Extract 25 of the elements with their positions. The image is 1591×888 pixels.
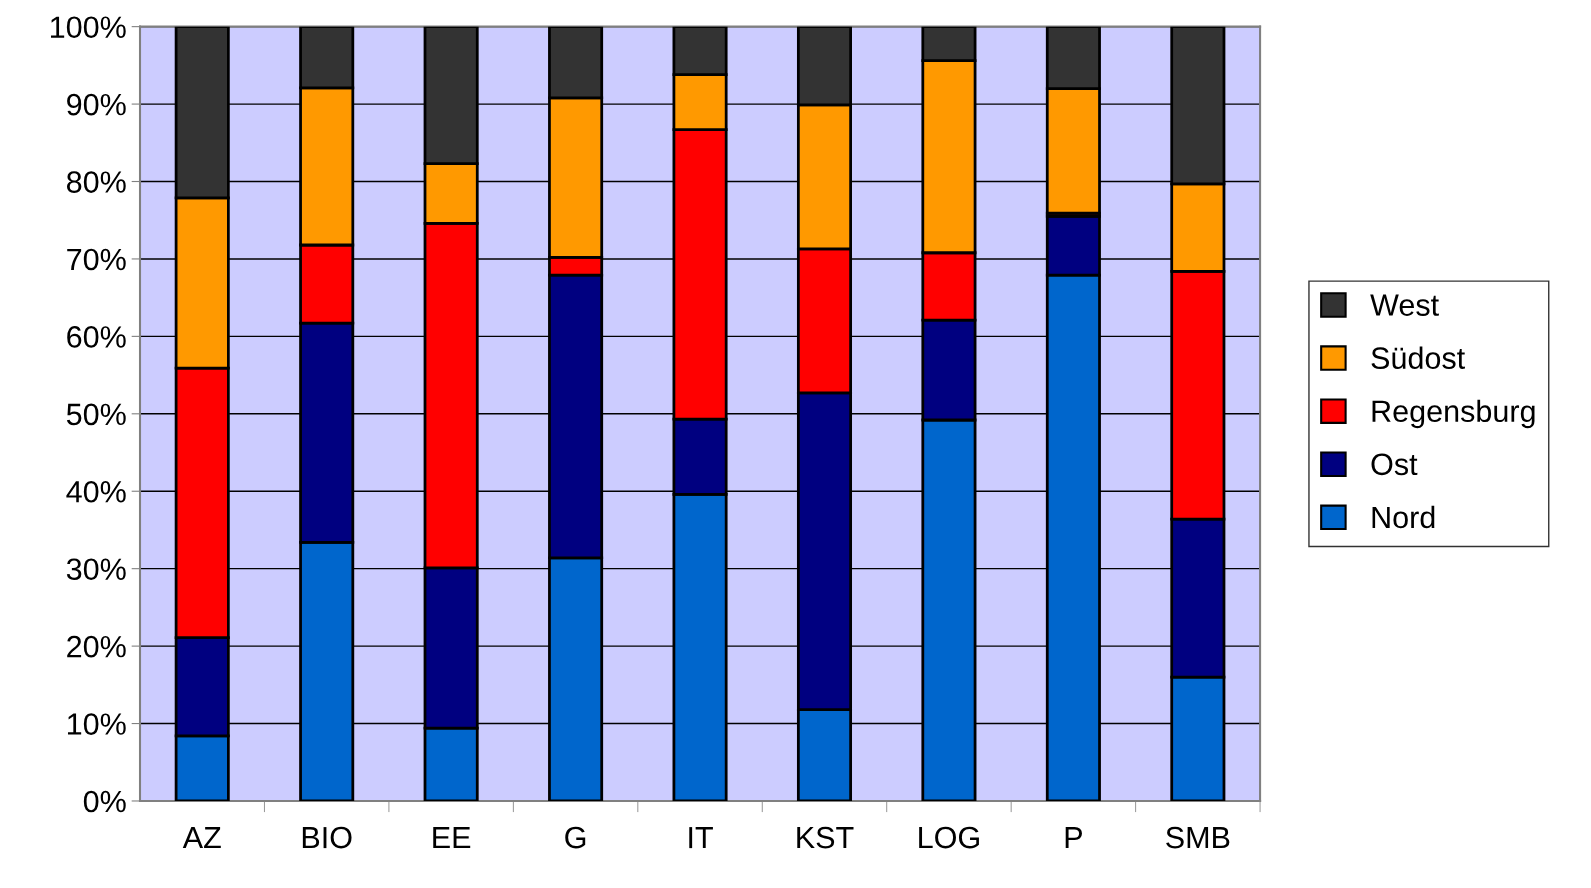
legend-label: Nord xyxy=(1372,505,1435,529)
x-tick-label: EE xyxy=(433,827,471,849)
y-tick-label: 30% xyxy=(66,558,126,581)
y-tick-label: 70% xyxy=(67,248,126,271)
x-tick-label: AZ xyxy=(182,827,221,849)
y-tick-label: 10% xyxy=(67,713,126,735)
y-tick-label: 40% xyxy=(66,480,126,503)
y-tick-label: 90% xyxy=(67,93,126,116)
x-tick-label: KST xyxy=(797,826,854,849)
x-tick-label: SMB xyxy=(1166,826,1230,849)
x-tick-label: BIO xyxy=(302,826,352,849)
y-tick-label: 0% xyxy=(83,790,126,813)
y-tick-label: 100% xyxy=(51,16,126,39)
x-tick-label: G xyxy=(565,826,586,849)
x-tick-label: LOG xyxy=(919,826,979,849)
legend-label: Südost xyxy=(1371,346,1465,369)
legend-label: West xyxy=(1370,294,1439,316)
y-tick-label: 80% xyxy=(66,171,126,193)
y-tick-label: 60% xyxy=(67,326,126,348)
y-tick-label: 20% xyxy=(67,635,126,658)
legend-label: Regensburg xyxy=(1372,399,1535,429)
x-tick-label: P xyxy=(1065,827,1082,849)
legend-label: Ost xyxy=(1371,453,1418,476)
x-tick-label: IT xyxy=(689,827,713,849)
y-tick-label: 50% xyxy=(66,403,126,426)
